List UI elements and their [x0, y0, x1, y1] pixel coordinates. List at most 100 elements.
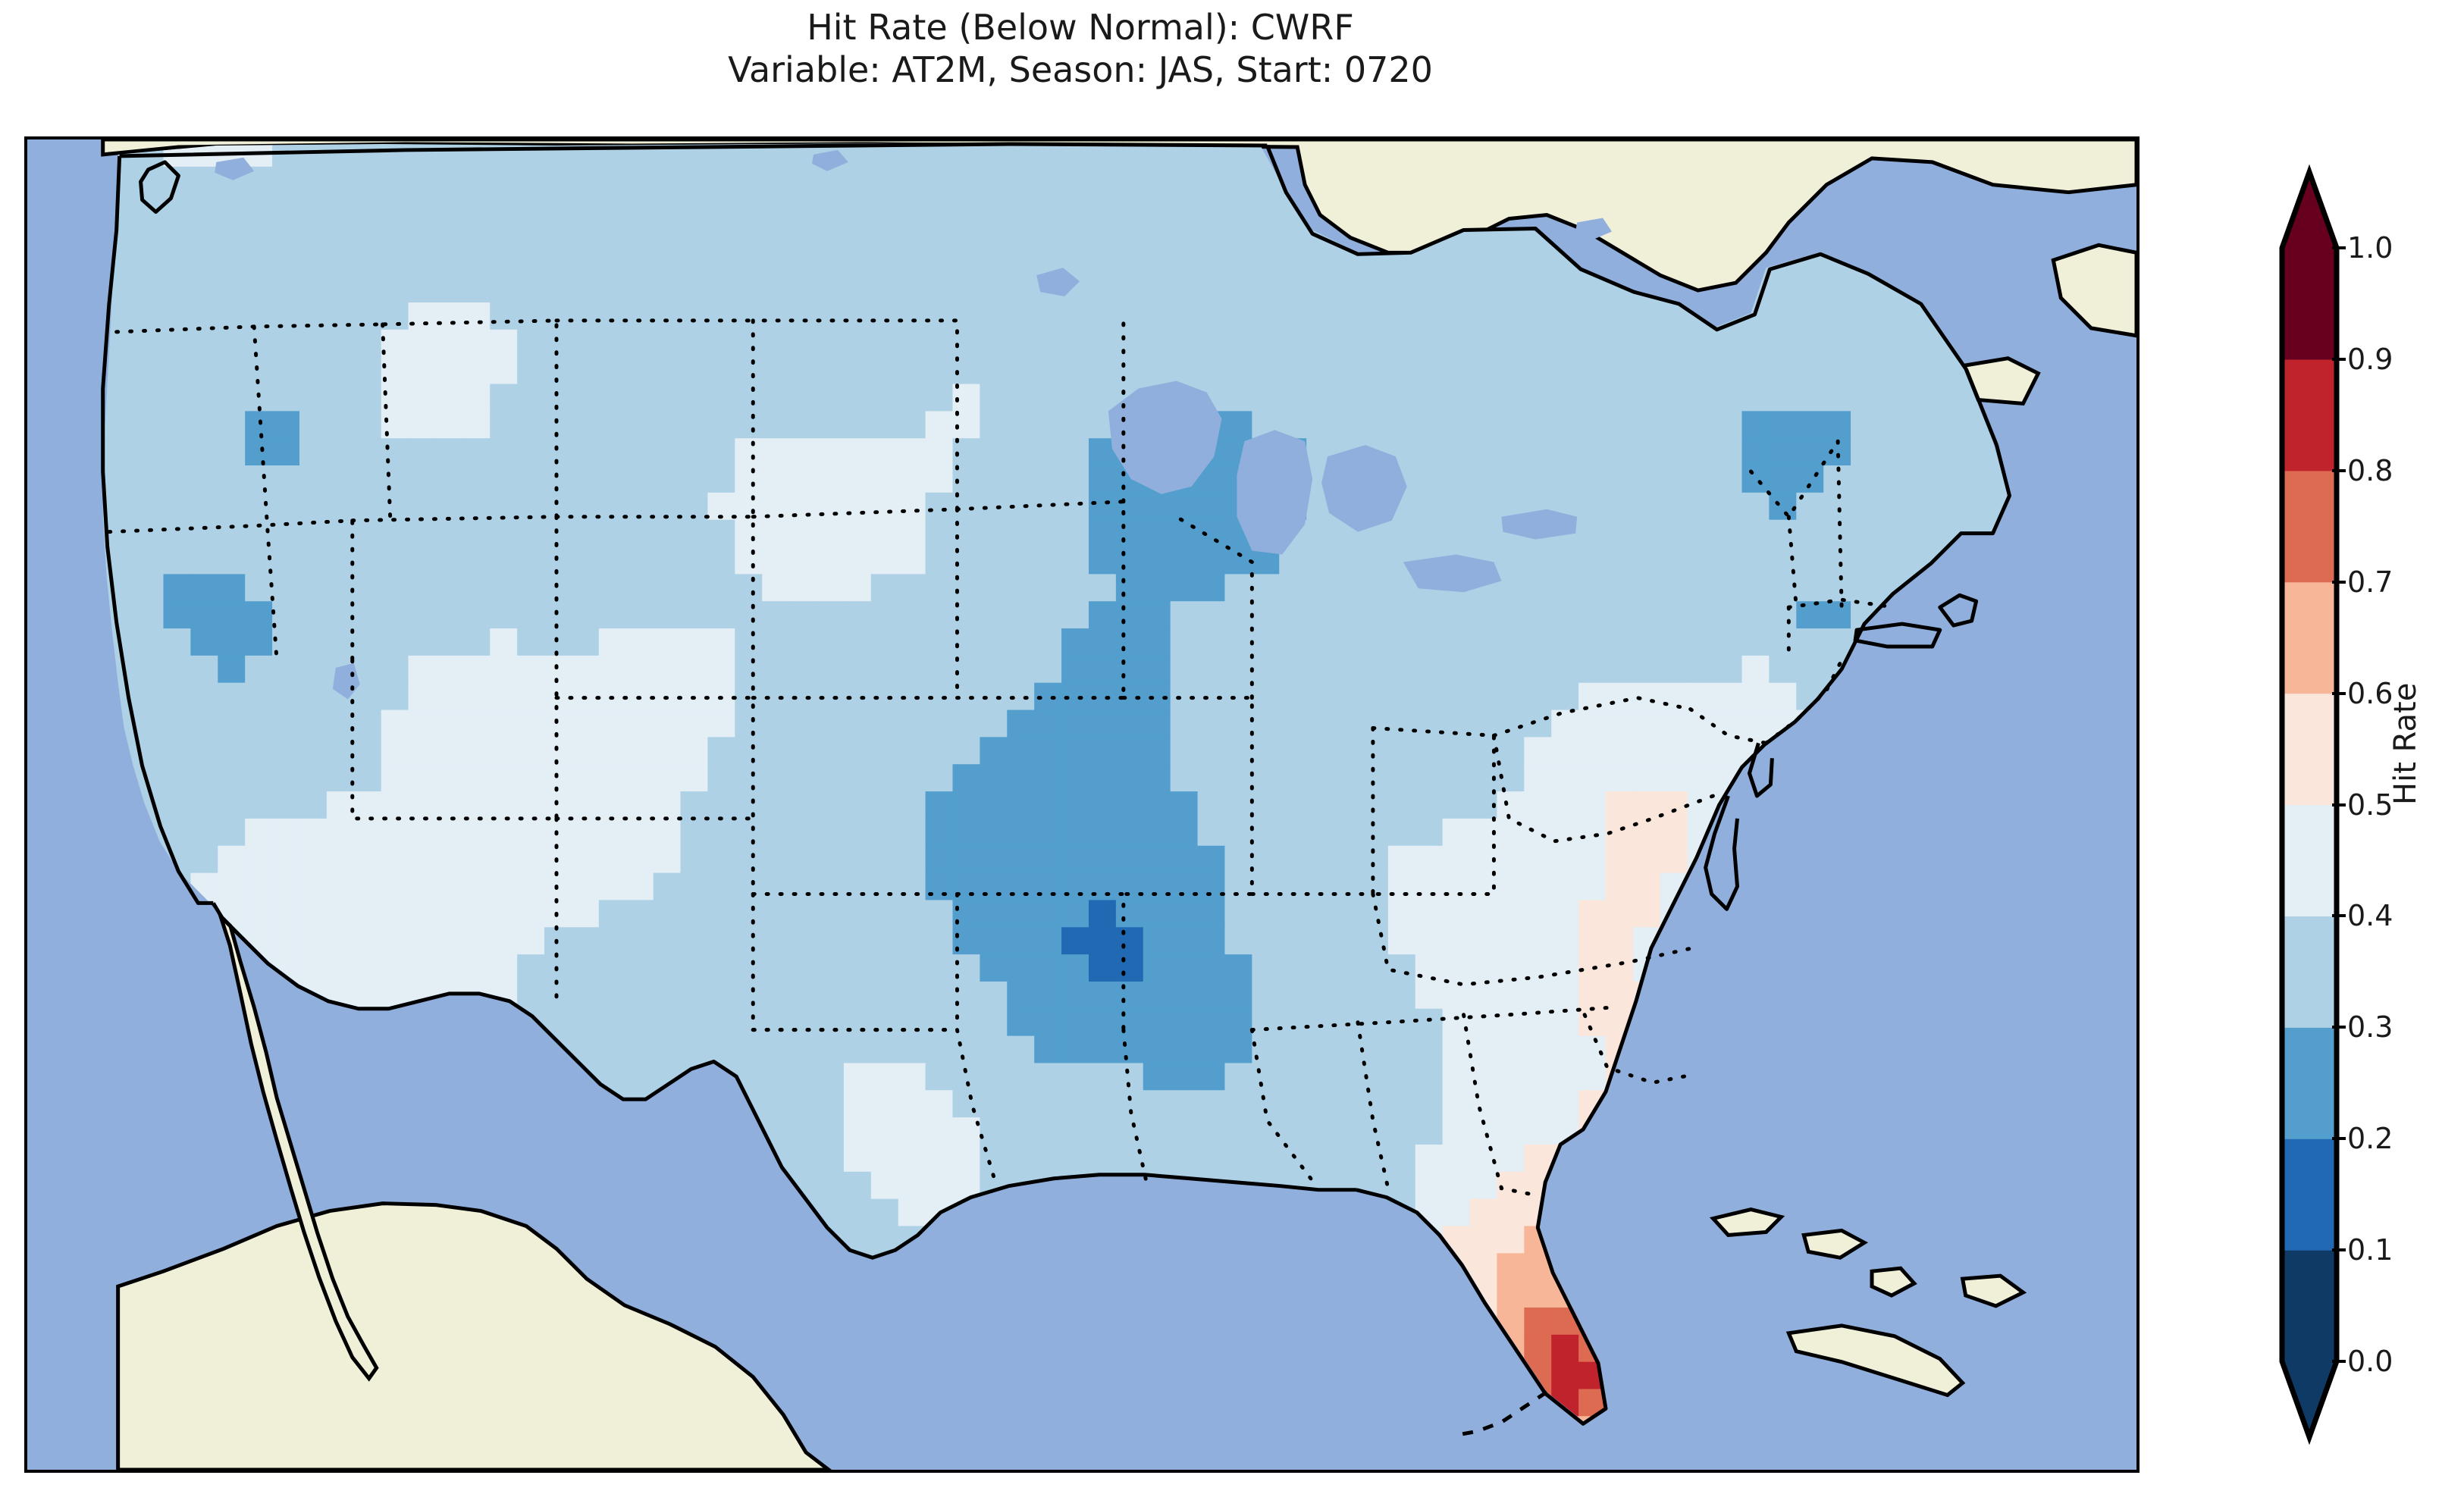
grid-cell: [1224, 954, 1252, 982]
colorbar-tick-0.7: 0.7: [2347, 565, 2393, 599]
grid-cell: [625, 302, 654, 330]
grid-cell: [326, 547, 355, 575]
grid-cell: [1279, 356, 1307, 385]
grid-cell: [870, 356, 899, 385]
grid-cell: [299, 791, 328, 819]
grid-cell: [1252, 791, 1280, 819]
grid-cell: [843, 574, 872, 602]
grid-cell: [218, 193, 246, 222]
grid-cell: [1442, 1008, 1471, 1037]
grid-cell: [408, 845, 436, 874]
grid-cell: [1034, 384, 1062, 412]
grid-cell: [381, 142, 409, 168]
grid-cell: [870, 1035, 899, 1063]
grid-cell: [1360, 900, 1389, 928]
grid-cell: [1387, 682, 1416, 711]
grid-cell: [1334, 1144, 1362, 1173]
grid-cell: [544, 193, 572, 222]
grid-cell: [1007, 900, 1035, 928]
grid-cell: [1088, 384, 1117, 412]
grid-cell: [598, 1008, 627, 1037]
grid-cell: [1115, 900, 1144, 928]
grid-cell: [1143, 329, 1171, 358]
grid-cell: [1551, 927, 1579, 955]
grid-cell: [598, 193, 627, 222]
grid-cell: [1660, 411, 1688, 439]
grid-cell: [925, 275, 953, 303]
map-axes[interactable]: [24, 136, 2140, 1473]
grid-cell: [598, 519, 627, 548]
grid-cell: [707, 1008, 735, 1037]
grid-cell: [272, 547, 300, 575]
grid-cell: [762, 547, 790, 575]
grid-cell: [598, 954, 627, 982]
grid-cell: [1279, 927, 1307, 955]
grid-cell: [1497, 411, 1525, 439]
grid-cell: [1387, 302, 1416, 330]
grid-cell: [1088, 900, 1117, 928]
grid-cell: [353, 193, 382, 222]
grid-cell: [381, 682, 409, 711]
grid-cell: [272, 927, 300, 955]
grid-cell: [1660, 791, 1688, 819]
co-line: [554, 696, 755, 896]
grid-cell: [1034, 709, 1062, 738]
grid-cell: [108, 547, 137, 575]
grid-cell: [870, 221, 899, 249]
grid-cell: [598, 709, 627, 738]
grid-cell: [326, 954, 355, 982]
grid-cell: [1469, 1198, 1497, 1226]
grid-cell: [1578, 900, 1607, 928]
grid-cell: [1197, 601, 1225, 629]
grid-cell: [1851, 275, 1879, 303]
grid-cell: [1877, 411, 1906, 439]
grid-cell: [870, 764, 899, 792]
grid-cell: [598, 329, 627, 358]
grid-cell: [1007, 438, 1035, 466]
grid-cell: [1497, 438, 1525, 466]
grid-cell: [1224, 411, 1252, 439]
grid-cell: [1252, 221, 1280, 249]
grid-cell: [1606, 411, 1634, 439]
grid-cell: [762, 248, 790, 276]
grid-cell: [490, 142, 518, 168]
grid-cell: [1660, 655, 1688, 684]
grid-cell: [1687, 709, 1716, 738]
grid-cell: [1769, 438, 1797, 466]
grid-cell: [625, 248, 654, 276]
colorbar[interactable]: 0.0 0.1 0.2 0.3 0.4 0.5 0.6 0.7 0.8 0.9 1.0: [2279, 164, 2393, 1445]
grid-cell: [598, 764, 627, 792]
baja-peninsula: [211, 901, 379, 1382]
grid-cell: [326, 221, 355, 249]
grid-cell: [353, 356, 382, 385]
grid-cell: [1578, 655, 1607, 684]
colorbar-tick-0.3: 0.3: [2347, 1010, 2393, 1045]
grid-cell: [1469, 492, 1497, 521]
grid-cell: [898, 791, 926, 819]
grid-cell: [381, 791, 409, 819]
grid-cell: [1387, 384, 1416, 412]
grid-cell: [1415, 818, 1444, 847]
grid-cell: [1551, 411, 1579, 439]
grid-cell: [1334, 1090, 1362, 1118]
grid-cell: [1632, 465, 1661, 493]
grid-cell: [1959, 411, 1988, 439]
grid-cell: [952, 1035, 980, 1063]
grid-cell: [625, 737, 654, 765]
grid-cell: [381, 601, 409, 629]
grid-cell: [1606, 329, 1634, 358]
grid-cell: [517, 737, 545, 765]
grid-cell: [1007, 275, 1035, 303]
grid-cell: [1279, 384, 1307, 412]
grid-cell: [517, 142, 545, 168]
grid-cell: [1524, 356, 1552, 385]
grid-cell: [1034, 601, 1062, 629]
grid-cell: [1578, 682, 1607, 711]
grid-cell: [980, 384, 1008, 412]
grid-cell: [1551, 1035, 1579, 1063]
grid-cell: [598, 737, 627, 765]
grid-cell: [735, 818, 763, 847]
grid-cell: [1932, 384, 1961, 412]
grid-cell: [653, 655, 682, 684]
grid-cell: [952, 142, 980, 168]
